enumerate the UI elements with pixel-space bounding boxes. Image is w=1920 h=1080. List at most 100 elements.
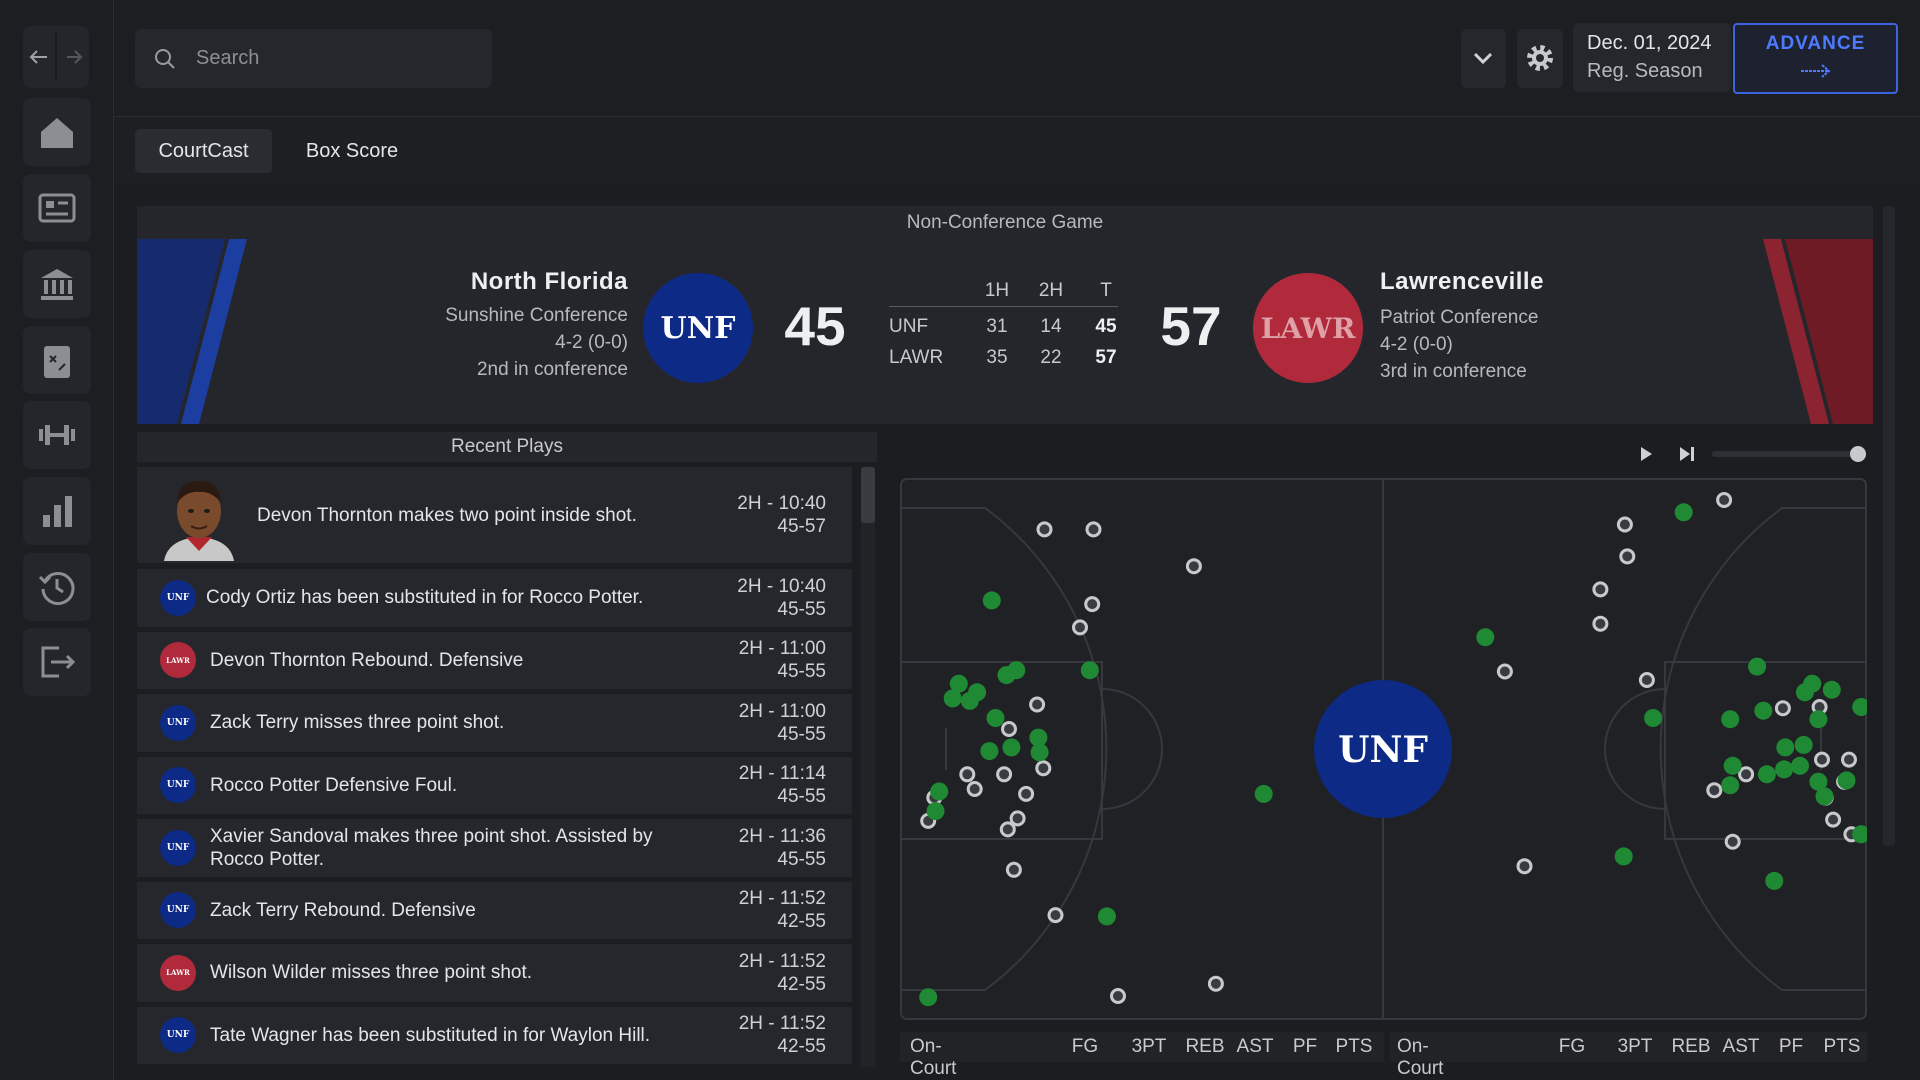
made-shot	[1002, 738, 1021, 757]
stat-header: FG	[1558, 1036, 1586, 1057]
made-shot	[1721, 776, 1740, 795]
play-clock: 2H - 11:00	[738, 638, 826, 660]
stat-header: PF	[1778, 1036, 1804, 1057]
play-row: LAWR Wilson Wilder misses three point sho…	[137, 944, 852, 1002]
advance-label: ADVANCE	[1765, 33, 1866, 54]
tab-courtcast[interactable]: CourtCast	[135, 129, 272, 173]
made-shot	[1822, 680, 1841, 699]
missed-shot	[1516, 858, 1533, 875]
speed-slider[interactable]	[1712, 451, 1859, 457]
settings-button[interactable]	[1517, 29, 1563, 88]
linescore-header: 2H	[1038, 280, 1064, 301]
stat-header: PTS	[1823, 1036, 1861, 1057]
nav-arrows	[29, 32, 83, 82]
made-shot	[960, 691, 979, 710]
tab-box-score[interactable]: Box Score	[305, 139, 399, 162]
play-time: 2H - 11:52 42-55	[739, 887, 826, 933]
phase-text: Reg. Season	[1587, 60, 1703, 82]
training-button[interactable]	[23, 401, 91, 469]
made-shot	[982, 591, 1001, 610]
stat-header: On-Court	[910, 1036, 957, 1079]
linescore-score: 31	[986, 316, 1008, 337]
date-display: Dec. 01, 2024 Reg. Season	[1573, 23, 1731, 92]
play-text: Cody Ortiz has been substituted in for R…	[206, 587, 644, 609]
away-score: 57	[1160, 295, 1222, 357]
missed-shot	[1005, 861, 1022, 878]
recent-plays-title: Recent Plays	[137, 432, 877, 462]
missed-shot	[1814, 751, 1830, 768]
play-time: 2H - 11:00 45-55	[739, 700, 826, 746]
missed-shot	[1047, 907, 1064, 924]
strategy-button[interactable]	[23, 326, 91, 394]
made-shot	[1765, 871, 1784, 890]
team-badge: UNF	[160, 829, 196, 866]
made-shot	[949, 674, 968, 693]
play-text: Tate Wagner has been substituted in for …	[210, 1024, 651, 1046]
home-record: 4-2 (0-0)	[555, 332, 628, 353]
missed-shot	[1706, 782, 1723, 799]
dropdown-button[interactable]	[1461, 29, 1506, 88]
missed-shot	[1716, 492, 1733, 508]
made-shot	[1809, 710, 1828, 729]
play-score: 42-55	[777, 1036, 826, 1058]
stat-header-left	[900, 1032, 1384, 1062]
made-shot	[1852, 698, 1867, 716]
made-shot	[1776, 738, 1795, 757]
team-badge: UNF	[160, 767, 196, 804]
page-scroll-thumb[interactable]	[1883, 206, 1895, 846]
made-shot	[1795, 683, 1814, 702]
stats-button[interactable]	[23, 477, 91, 545]
search-box[interactable]: Search	[135, 29, 492, 88]
home-info: Sunshine Conference 4-2 (0-0) 2nd in con…	[445, 302, 628, 383]
stat-header: REB	[1671, 1036, 1711, 1057]
missed-shot	[1496, 663, 1513, 680]
made-shot	[1748, 657, 1767, 676]
news-button[interactable]	[23, 174, 91, 242]
home-button[interactable]	[23, 98, 91, 166]
advance-button[interactable]: ADVANCE	[1733, 23, 1898, 94]
team-stripes	[137, 239, 1873, 424]
linescore-rule	[889, 306, 1118, 307]
court: UNF	[900, 478, 1867, 1020]
stat-header: REB	[1185, 1036, 1225, 1057]
made-shot	[1080, 661, 1099, 680]
missed-shot	[1638, 672, 1655, 688]
away-logo: LAWR	[1253, 273, 1363, 383]
school-button[interactable]	[23, 250, 91, 318]
made-shot	[1794, 735, 1813, 754]
made-shot	[1757, 765, 1776, 784]
away-standing: 3rd in conference	[1380, 361, 1527, 382]
missed-shot	[1738, 766, 1755, 783]
made-shot	[1721, 710, 1740, 729]
slider-knob[interactable]	[1850, 446, 1866, 462]
play-score: 45-55	[777, 723, 826, 745]
advance-arrow	[1801, 64, 1831, 78]
missed-shot	[959, 766, 976, 783]
team-badge: LAWR	[160, 954, 196, 991]
play-score: 45-55	[777, 786, 826, 808]
missed-shot	[1774, 700, 1791, 717]
stat-header: FG	[1071, 1036, 1099, 1057]
game-type: Non-Conference Game	[906, 212, 1104, 233]
search-icon	[155, 49, 175, 69]
play-text: Wilson Wilder misses three point shot.	[210, 962, 533, 984]
history-button[interactable]	[23, 553, 91, 621]
linescore: 1H 2H T UNF 31 14 45 LAWR 35 22 57	[889, 278, 1118, 378]
play-row: UNF Cody Ortiz has been substituted in fo…	[137, 569, 852, 627]
made-shot	[1674, 503, 1693, 522]
missed-shot	[1825, 811, 1842, 828]
plays-scroll-thumb[interactable]	[861, 467, 875, 523]
stat-header-right	[1390, 1032, 1867, 1062]
play-button[interactable]	[1641, 447, 1652, 461]
made-shot	[930, 782, 949, 801]
made-shot	[1097, 907, 1116, 926]
center-logo	[1314, 680, 1452, 818]
skip-button[interactable]	[1680, 447, 1690, 461]
play-clock: 2H - 11:14	[738, 763, 826, 785]
team-badge: UNF	[160, 704, 196, 741]
missed-shot	[966, 781, 983, 797]
exit-button[interactable]	[23, 628, 91, 696]
center-logo-text: UNF	[1338, 729, 1428, 771]
play-score: 42-55	[777, 973, 826, 995]
